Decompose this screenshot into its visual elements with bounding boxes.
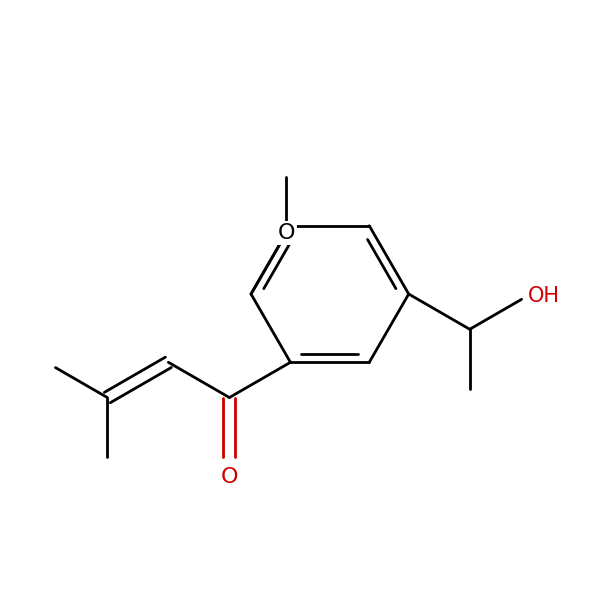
Text: O: O bbox=[221, 467, 238, 487]
Text: O: O bbox=[278, 223, 295, 243]
Text: OH: OH bbox=[528, 286, 560, 307]
